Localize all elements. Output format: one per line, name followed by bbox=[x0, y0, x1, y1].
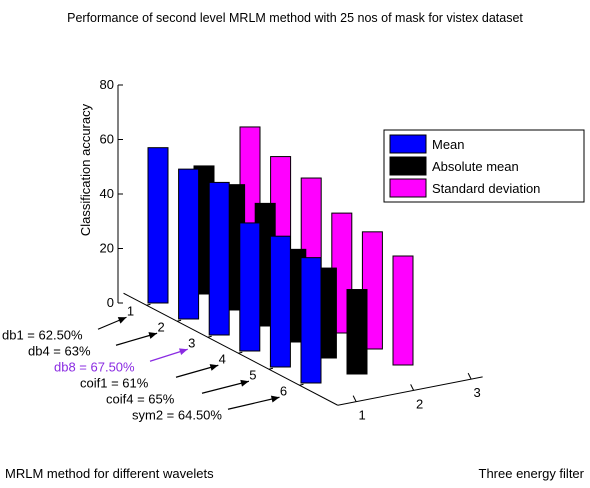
x-axis-label: MRLM method for different wavelets bbox=[5, 466, 214, 481]
annotation-label: coif4 = 65% bbox=[106, 391, 175, 406]
annotation-arrowhead bbox=[240, 379, 249, 387]
annotation-arrow-line bbox=[227, 396, 280, 410]
bars bbox=[147, 126, 414, 384]
annotation-arrow-line bbox=[201, 380, 250, 394]
axes: 0 20 40 60 80 1 2 3 4 5 6 1 2 3 bbox=[100, 77, 483, 423]
x-tick-label: 1 bbox=[127, 303, 134, 318]
y-tick-label: 1 bbox=[359, 408, 366, 423]
x-tick-label: 6 bbox=[280, 383, 287, 398]
bar bbox=[239, 222, 261, 352]
bar bbox=[269, 235, 291, 368]
annotation-arrowhead bbox=[148, 332, 158, 339]
annotation-arrowhead bbox=[117, 317, 127, 324]
annotation-label: coif1 = 61% bbox=[80, 375, 149, 390]
legend: Mean Absolute mean Standard deviation bbox=[383, 129, 585, 203]
legend-label: Absolute mean bbox=[432, 159, 519, 174]
annotation-label: db8 = 67.50% bbox=[54, 359, 135, 374]
z-tick-label: 40 bbox=[100, 186, 114, 201]
y-tick-label: 2 bbox=[416, 396, 423, 411]
legend-swatch bbox=[389, 178, 427, 198]
bar bbox=[300, 257, 322, 384]
legend-label: Standard deviation bbox=[432, 181, 540, 196]
annotation-label: sym2 = 64.50% bbox=[132, 407, 222, 422]
z-tick-label: 60 bbox=[100, 132, 114, 147]
annotation-arrowhead bbox=[270, 395, 280, 403]
annotation-arrowhead bbox=[179, 348, 188, 356]
annotation-arrowhead bbox=[209, 364, 219, 371]
chart-title: Performance of second level MRLM method … bbox=[67, 11, 523, 25]
x-axis-line bbox=[123, 292, 338, 406]
x-tick bbox=[238, 351, 243, 354]
y-tick bbox=[410, 384, 415, 391]
x-tick-label: 5 bbox=[249, 367, 256, 382]
legend-swatch bbox=[389, 156, 427, 176]
x-tick bbox=[207, 335, 212, 338]
x-tick bbox=[176, 319, 182, 322]
bar bbox=[147, 147, 169, 304]
z-tick-label: 20 bbox=[100, 241, 114, 256]
x-tick-label: 3 bbox=[188, 335, 195, 350]
bar bbox=[346, 289, 368, 375]
y-tick-label: 3 bbox=[474, 385, 481, 400]
x-tick bbox=[299, 383, 304, 386]
bar bbox=[392, 255, 414, 366]
y-tick bbox=[467, 372, 472, 380]
z-axis-label: Classification accuracy bbox=[78, 103, 93, 236]
x-tick bbox=[268, 367, 274, 370]
annotation-label: db1 = 62.50% bbox=[2, 327, 83, 342]
legend-label: Mean bbox=[432, 137, 465, 152]
annotations: db1 = 62.50%db4 = 63%db8 = 67.50%coif1 =… bbox=[2, 316, 280, 422]
bar bbox=[178, 168, 200, 320]
annotation-label: db4 = 63% bbox=[28, 343, 91, 358]
y-axis-label: Three energy filter bbox=[479, 466, 585, 481]
y-axis-line bbox=[337, 376, 483, 406]
x-tick-label: 4 bbox=[219, 351, 226, 366]
x-tick bbox=[146, 303, 151, 306]
y-tick bbox=[352, 395, 357, 402]
legend-swatch bbox=[389, 134, 427, 154]
bar bbox=[208, 181, 230, 336]
x-tick-label: 2 bbox=[157, 319, 164, 334]
z-tick-label: 0 bbox=[107, 295, 114, 310]
z-tick-label: 80 bbox=[100, 77, 114, 92]
